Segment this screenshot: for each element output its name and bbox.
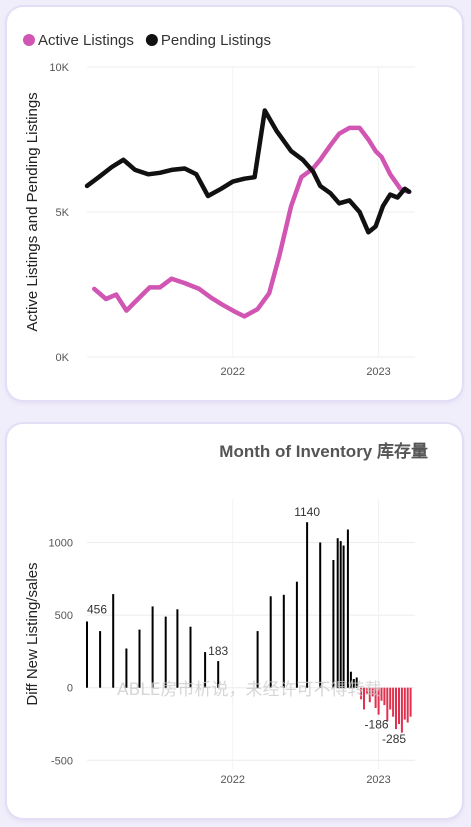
line-chart: Active Listings Pending Listings 0K 5K 10K 20… <box>23 32 415 378</box>
bar-10 <box>217 661 220 688</box>
bar-14 <box>295 581 298 688</box>
bar-42 <box>409 687 412 717</box>
watermark: ABLE房市析说，未经许可不得转载 <box>117 680 382 700</box>
y-axis-title: Active Listings and Pending Listings <box>24 92 41 331</box>
bar-21 <box>346 529 349 688</box>
y-tick-label-2: 500 <box>55 610 73 622</box>
legend-label-0: Active Listings <box>38 32 134 49</box>
bar-35 <box>389 687 392 710</box>
bar-16 <box>319 542 322 688</box>
bar-3 <box>125 648 128 688</box>
y-tick-label-1: 5K <box>56 207 70 219</box>
bar-19 <box>339 541 342 688</box>
bar-34 <box>386 687 389 722</box>
data-label-1: 183 <box>208 644 228 658</box>
bar-26 <box>363 687 365 710</box>
bar-28 <box>368 687 371 703</box>
x-tick-label-0: 2022 <box>221 774 245 786</box>
bar-2 <box>112 594 115 688</box>
bar-5 <box>151 606 154 688</box>
bar-22 <box>349 671 352 688</box>
chart-title: Month of Inventory 库存量 <box>219 441 428 461</box>
bar-33 <box>383 687 386 706</box>
bar-chart: Month of Inventory 库存量 -500 0 500 1000 2022 20… <box>24 441 428 786</box>
data-label-0: 456 <box>87 603 107 617</box>
x-tick-label-0: 2022 <box>221 366 245 378</box>
series-line-1 <box>84 108 412 235</box>
x-tick-label-1: 2023 <box>366 774 390 786</box>
bar-27 <box>365 687 368 694</box>
y-tick-label-3: 1000 <box>49 538 73 550</box>
bar-11 <box>256 631 259 688</box>
bar-41 <box>406 687 409 723</box>
bar-36 <box>392 687 395 717</box>
bar-4 <box>138 629 141 688</box>
bar-39 <box>400 687 403 733</box>
bar-9 <box>204 652 207 688</box>
bar-24 <box>355 677 358 688</box>
bar-chart-card: Month of Inventory 库存量 -500 0 500 1000 2022 20… <box>7 424 462 818</box>
legend-marker-0 <box>23 34 35 46</box>
bar-20 <box>342 545 345 688</box>
bar-8 <box>189 626 192 688</box>
bar-13 <box>282 594 285 688</box>
bar-37 <box>395 687 397 730</box>
y-tick-label-0: 0K <box>56 352 70 364</box>
legend-marker-1 <box>145 34 158 46</box>
x-tick-label-1: 2023 <box>366 366 390 378</box>
bar-15 <box>306 522 309 688</box>
bar-31 <box>377 687 380 715</box>
bar-32 <box>380 687 383 701</box>
bar-7 <box>176 609 179 688</box>
y-axis-title: Diff New Listing/sales <box>24 562 41 705</box>
bar-29 <box>371 687 374 697</box>
bar-12 <box>269 596 272 688</box>
bar-23 <box>352 679 355 688</box>
y-tick-label-2: 10K <box>49 62 69 74</box>
legend-label-1: Pending Listings <box>161 32 271 49</box>
data-label-4: -285 <box>382 732 406 746</box>
bar-1 <box>99 631 102 688</box>
y-tick-label-0: -500 <box>51 755 73 767</box>
bar-40 <box>403 687 406 720</box>
y-tick-label-1: 0 <box>67 683 73 695</box>
bar-18 <box>336 538 339 688</box>
bar-17 <box>332 560 335 688</box>
bar-25 <box>360 687 363 700</box>
bar-30 <box>374 687 377 708</box>
bar-0 <box>86 621 88 688</box>
line-chart-card: Active Listings Pending Listings 0K 5K 10K 20… <box>7 7 462 400</box>
series-line-0 <box>92 125 410 319</box>
bar-38 <box>398 687 400 724</box>
bar-6 <box>164 616 167 688</box>
data-label-3: -186 <box>365 718 389 732</box>
data-label-2: 1140 <box>294 505 320 519</box>
